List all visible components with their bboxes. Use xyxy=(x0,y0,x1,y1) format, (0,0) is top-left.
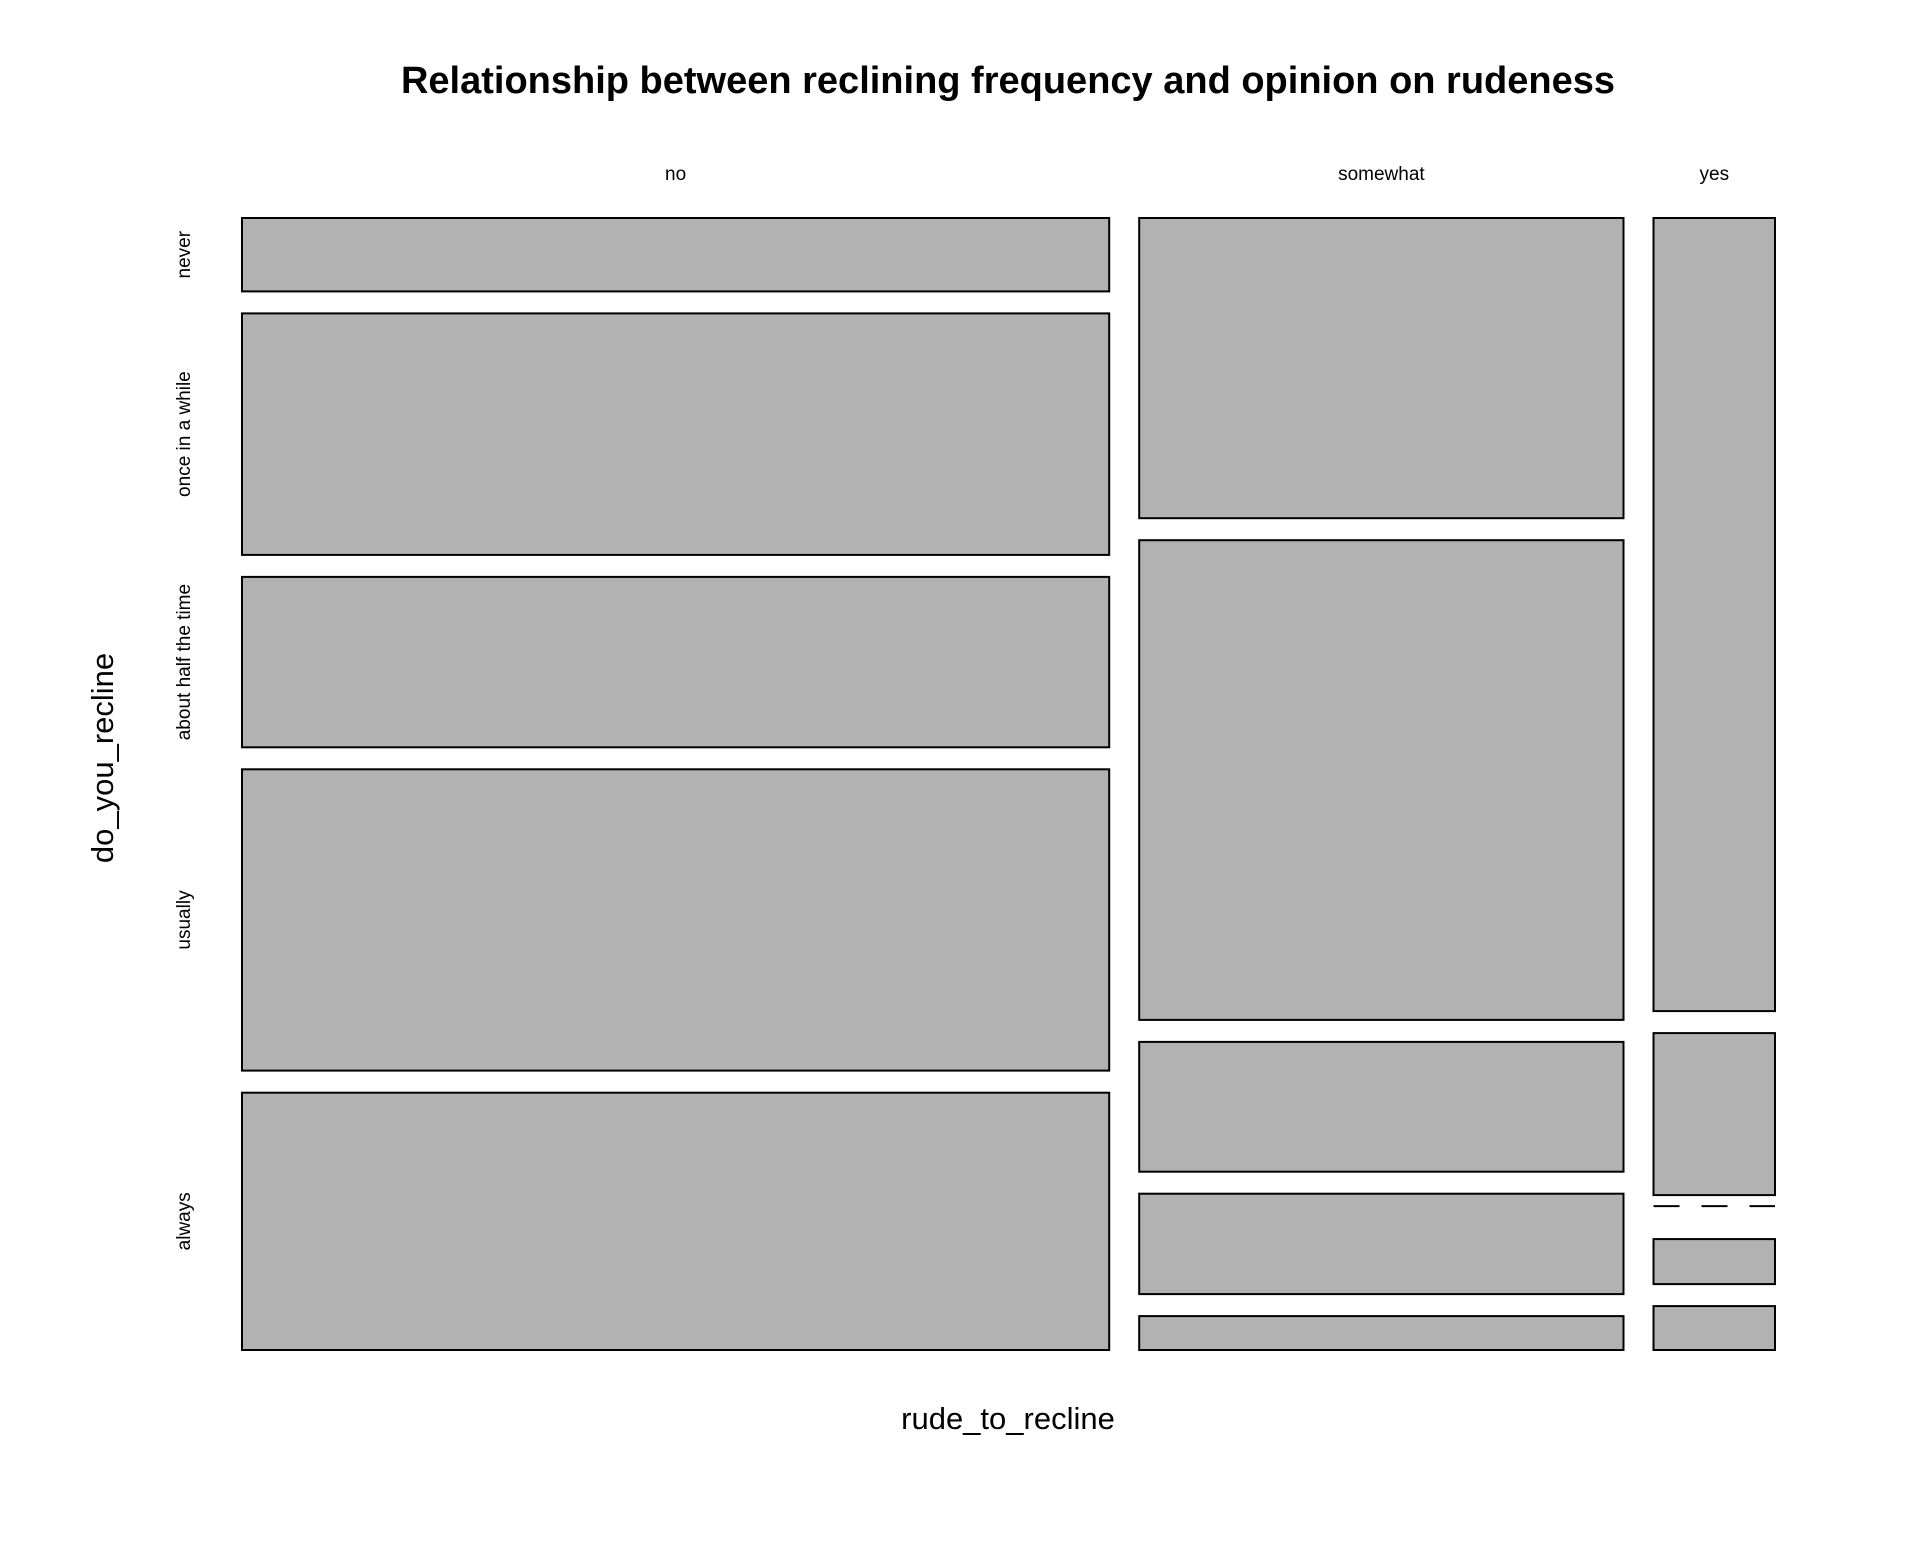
mosaic-cell-somewhat-once-in-a-while xyxy=(1138,539,1625,1021)
column-tick-labels: no somewhat yes xyxy=(665,164,1729,185)
row-tick-labels: never once in a while about half the time u… xyxy=(174,230,195,1250)
mosaic-cell-yes-once-in-a-while xyxy=(1652,1032,1776,1197)
mosaic-cell-somewhat-never xyxy=(1138,217,1625,520)
mosaic-cell-no-usually xyxy=(241,768,1111,1072)
mosaic-cell-yes-usually xyxy=(1652,1238,1776,1286)
mosaic-cell-no-about-half-the-time xyxy=(241,575,1111,749)
row-label-never: never xyxy=(174,230,195,278)
chart-title: Relationship between reclining frequency… xyxy=(401,60,1615,102)
row-label-about-half-the-time: about half the time xyxy=(174,584,195,740)
y-axis-label: do_you_recline xyxy=(85,653,120,863)
mosaic-cell-somewhat-about-half-the-time xyxy=(1138,1040,1625,1173)
row-label-usually: usually xyxy=(174,890,195,950)
mosaic-cell-yes-never xyxy=(1652,217,1776,1013)
mosaic-cell-somewhat-usually xyxy=(1138,1192,1625,1296)
mosaic-cell-no-once-in-a-while xyxy=(241,312,1111,556)
mosaic-cell-no-always xyxy=(241,1091,1111,1351)
mosaic-cell-yes-always xyxy=(1652,1305,1776,1351)
mosaic-cell-somewhat-always xyxy=(1138,1315,1625,1351)
column-label-no: no xyxy=(665,164,686,185)
mosaic-cells xyxy=(241,217,1776,1351)
column-label-somewhat: somewhat xyxy=(1338,164,1425,185)
mosaic-cell-no-never xyxy=(241,217,1111,293)
row-label-always: always xyxy=(174,1192,195,1250)
x-axis-label: rude_to_recline xyxy=(901,1401,1115,1436)
row-label-once-in-a-while: once in a while xyxy=(174,371,195,497)
column-label-yes: yes xyxy=(1700,164,1730,185)
